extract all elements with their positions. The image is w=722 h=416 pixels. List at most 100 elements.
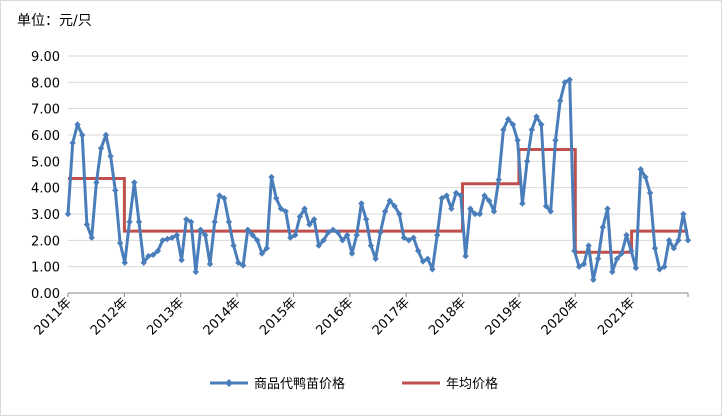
data-point (628, 247, 635, 255)
data-point (112, 187, 119, 194)
data-point (348, 250, 356, 257)
legend-marker (225, 379, 233, 387)
data-point (69, 139, 76, 147)
data-point (178, 256, 185, 264)
data-point (561, 79, 569, 86)
data-point (415, 247, 422, 255)
data-point (296, 213, 304, 220)
data-point (310, 216, 318, 223)
data-point (443, 192, 450, 199)
data-point (211, 218, 218, 226)
data-point (557, 97, 564, 104)
data-point (665, 237, 673, 244)
data-point (292, 231, 299, 239)
data-point (448, 205, 455, 212)
data-point (216, 192, 223, 199)
data-point (590, 276, 597, 283)
y-tick-label: 0.00 (31, 287, 60, 302)
data-point (684, 237, 692, 244)
series-layer (64, 76, 692, 283)
data-point (604, 205, 611, 212)
data-point (599, 224, 606, 231)
data-point (623, 231, 630, 239)
data-point (173, 231, 181, 239)
data-point (315, 242, 322, 249)
data-point (206, 260, 214, 268)
data-point (334, 229, 341, 236)
data-point (187, 218, 195, 226)
data-point (164, 235, 171, 243)
data-point (651, 245, 659, 252)
data-point (419, 258, 427, 265)
data-point (320, 237, 327, 244)
data-point (675, 237, 682, 244)
x-tick-label: 2021年 (595, 295, 638, 338)
data-point (505, 116, 512, 123)
y-tick-label: 1.00 (31, 261, 60, 276)
data-point (571, 247, 578, 255)
y-tick-label: 9.00 (31, 50, 60, 65)
data-point (64, 210, 72, 218)
data-point (249, 231, 256, 239)
data-point (225, 218, 233, 226)
data-point (263, 245, 270, 252)
data-point (107, 152, 114, 160)
data-point (519, 200, 526, 207)
x-tick-label: 2018年 (426, 295, 469, 338)
data-point (575, 263, 583, 270)
data-point (192, 268, 199, 276)
data-point (102, 131, 110, 139)
data-point (358, 200, 365, 207)
data-point (613, 255, 621, 262)
data-point (457, 192, 464, 199)
data-point (329, 226, 337, 233)
data-point (121, 259, 128, 266)
data-point (533, 113, 540, 120)
data-point (88, 234, 95, 241)
data-point (258, 250, 266, 257)
data-point (580, 260, 588, 268)
data-point (386, 197, 393, 204)
data-point (140, 259, 147, 266)
data-point (438, 195, 446, 202)
x-tick-label: 2013年 (144, 295, 187, 338)
data-point (74, 121, 81, 128)
x-tick-label: 2015年 (257, 295, 300, 338)
x-tick-label: 2017年 (370, 295, 413, 338)
data-point (429, 266, 436, 273)
data-point (301, 205, 308, 212)
data-point (594, 255, 602, 262)
data-point (467, 205, 474, 212)
y-tick-label: 6.00 (31, 129, 60, 144)
x-axis: 2011年 2012年 2013年 2014年 2015年 2016年 2017年 2018年… (32, 293, 689, 338)
data-point (79, 131, 86, 139)
data-point (486, 197, 493, 204)
y-axis-ticks: 0.00 1.00 2.00 3.00 4.00 5.00 6.00 7.00 8.00 9.00 (31, 50, 60, 302)
legend-label-annual-average: 年均价格 (446, 376, 498, 392)
data-point (372, 255, 379, 262)
data-point (528, 126, 535, 133)
x-tick-label: 2019年 (483, 295, 526, 338)
x-tick-label: 2014年 (201, 295, 244, 338)
data-point (661, 263, 668, 270)
data-point (410, 234, 417, 241)
data-point (154, 247, 162, 255)
data-point (542, 202, 550, 210)
data-point (282, 208, 289, 215)
data-point (145, 252, 152, 260)
y-tick-label: 8.00 (31, 76, 60, 91)
data-point (244, 226, 251, 233)
data-point (135, 218, 143, 226)
data-point (476, 210, 483, 218)
data-point (235, 259, 242, 266)
data-point (83, 221, 91, 228)
data-point (642, 173, 649, 181)
x-tick-label: 2020年 (539, 295, 582, 338)
legend-label-duckling-price: 商品代鸭苗价格 (254, 376, 345, 392)
y-tick-label: 2.00 (31, 234, 60, 249)
data-point (126, 218, 133, 226)
data-point (150, 251, 157, 258)
data-point (377, 229, 384, 236)
data-point (131, 179, 138, 186)
data-point (273, 195, 280, 202)
